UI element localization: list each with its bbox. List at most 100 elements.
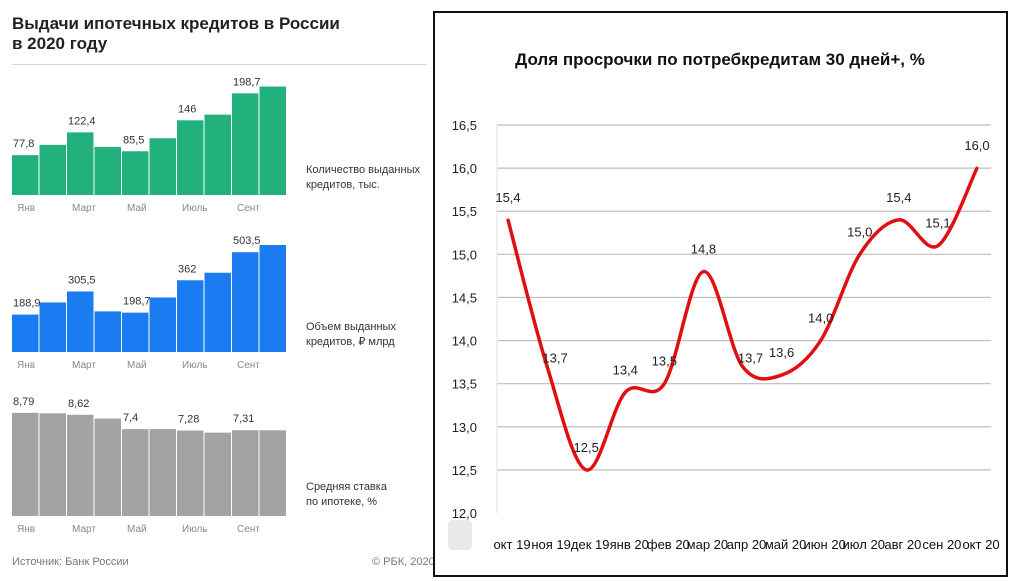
data-point bbox=[584, 468, 588, 472]
tick-label: Янв bbox=[17, 203, 35, 214]
bar-Окт bbox=[259, 244, 286, 352]
series-label-line: Количество выданных bbox=[306, 164, 420, 176]
bar-Фев bbox=[39, 302, 66, 352]
bar-Июнь bbox=[149, 138, 176, 195]
bar-Авг bbox=[204, 114, 231, 195]
tick-label: Сент bbox=[237, 524, 260, 535]
data-label: 13,6 bbox=[769, 345, 794, 360]
data-label: 12,5 bbox=[574, 440, 599, 455]
data-label: 7,4 bbox=[123, 412, 138, 424]
data-point bbox=[897, 218, 901, 222]
data-label: 362 bbox=[178, 263, 196, 275]
overdue-line-chart: Доля просрочки по потребкредитам 30 дней… bbox=[452, 50, 1000, 552]
title-divider bbox=[12, 64, 427, 65]
bar-Март bbox=[67, 132, 94, 195]
title-line-1: Выдачи ипотечных кредитов в России bbox=[12, 14, 340, 33]
data-point bbox=[741, 364, 744, 368]
copyright-note: © РБК, 2020 bbox=[372, 556, 435, 568]
bar-Окт bbox=[259, 430, 286, 516]
bar-Апр bbox=[94, 311, 121, 352]
tick-label: Май bbox=[127, 203, 147, 214]
x-tick-label: апр 20 bbox=[727, 537, 767, 552]
x-tick-label: авг 20 bbox=[884, 537, 921, 552]
data-label: 13,5 bbox=[652, 354, 677, 369]
data-point bbox=[936, 244, 940, 248]
mortgage-rate-chart: 8,79 Янв 8,62 Март 7,4 Май 7,28 Июль 7,31 Сент Сре… bbox=[12, 396, 388, 535]
bar-Март bbox=[67, 414, 94, 516]
data-point bbox=[780, 373, 784, 377]
data-label: 198,7 bbox=[123, 296, 151, 308]
series-label: Объем выданных кредитов, ₽ млрд bbox=[306, 321, 396, 348]
data-point bbox=[623, 390, 627, 394]
x-tick-label: июл 20 bbox=[843, 537, 885, 552]
tick-label: Июль bbox=[182, 524, 208, 535]
mortgage-panel-title: Выдачи ипотечных кредитов в России в 202… bbox=[12, 14, 340, 54]
bar-Фев bbox=[39, 413, 66, 516]
bar-Янв bbox=[12, 412, 39, 516]
loan-volume-chart: 188,9 Янв 305,5 Март 198,7 Май 362 Июль 503,5 Сен… bbox=[12, 235, 396, 371]
tick-label: Сент bbox=[237, 360, 260, 371]
overdue-panel: Доля просрочки по потребкредитам 30 дней… bbox=[433, 11, 1008, 577]
data-label: 77,8 bbox=[13, 138, 34, 150]
bar-Авг bbox=[204, 432, 231, 516]
data-label: 305,5 bbox=[68, 274, 96, 286]
bar-Сент bbox=[232, 430, 259, 516]
bar-Март bbox=[67, 291, 94, 352]
y-tick-label: 13,5 bbox=[452, 377, 477, 392]
y-tick-label: 16,5 bbox=[452, 118, 477, 133]
source-note: Источник: Банк России bbox=[12, 556, 129, 568]
x-tick-label: ноя 19 bbox=[531, 537, 571, 552]
data-label: 13,4 bbox=[613, 362, 638, 377]
y-tick-label: 12,5 bbox=[452, 463, 477, 478]
data-label: 15,4 bbox=[495, 190, 520, 205]
data-label: 85,5 bbox=[123, 134, 144, 146]
data-label: 188,9 bbox=[13, 298, 41, 310]
bar-Май bbox=[122, 312, 149, 352]
data-point bbox=[701, 270, 705, 274]
bar-Июнь bbox=[149, 429, 176, 516]
series-label-line: Объем выданных bbox=[306, 321, 396, 333]
x-tick-label: фев 20 bbox=[647, 537, 690, 552]
x-tick-label: сен 20 bbox=[922, 537, 961, 552]
y-tick-label: 14,5 bbox=[452, 290, 477, 305]
tick-label: Янв bbox=[17, 360, 35, 371]
bar-Апр bbox=[94, 418, 121, 516]
tick-label: Март bbox=[72, 360, 96, 371]
data-label: 7,31 bbox=[233, 413, 254, 425]
data-label: 122,4 bbox=[68, 115, 96, 127]
tick-label: Май bbox=[127, 360, 147, 371]
bar-Фев bbox=[39, 144, 66, 195]
data-point bbox=[506, 218, 510, 222]
bar-Май bbox=[122, 429, 149, 516]
bar-Янв bbox=[12, 314, 39, 352]
bar-Июль bbox=[177, 120, 204, 195]
series-label-line: Средняя ставка bbox=[306, 481, 388, 493]
tick-label: Июль bbox=[182, 360, 208, 371]
watermark-mark bbox=[448, 520, 472, 550]
data-label: 14,8 bbox=[691, 242, 716, 257]
data-point bbox=[662, 382, 666, 386]
y-tick-label: 16,0 bbox=[452, 161, 477, 176]
data-label: 14,0 bbox=[808, 311, 833, 326]
data-point bbox=[975, 166, 979, 170]
data-point bbox=[858, 252, 862, 256]
x-tick-label: мар 20 bbox=[687, 537, 728, 552]
data-point bbox=[545, 364, 549, 368]
y-tick-label: 15,5 bbox=[452, 204, 477, 219]
data-label: 146 bbox=[178, 103, 196, 115]
tick-label: Май bbox=[127, 524, 147, 535]
tick-label: Март bbox=[72, 524, 96, 535]
data-label: 198,7 bbox=[233, 76, 261, 88]
chart-title: Доля просрочки по потребкредитам 30 дней… bbox=[515, 50, 925, 69]
bar-Июль bbox=[177, 430, 204, 516]
series-label-line: кредитов, тыс. bbox=[306, 179, 380, 191]
data-point bbox=[819, 339, 823, 343]
tick-label: Янв bbox=[17, 524, 35, 535]
x-tick-label: май 20 bbox=[765, 537, 807, 552]
y-tick-label: 12,0 bbox=[452, 506, 477, 521]
tick-label: Сент bbox=[237, 203, 260, 214]
series-label-line: по ипотеке, % bbox=[306, 496, 377, 508]
bar-Авг bbox=[204, 272, 231, 352]
bar-Июнь bbox=[149, 297, 176, 352]
y-tick-label: 13,0 bbox=[452, 420, 477, 435]
